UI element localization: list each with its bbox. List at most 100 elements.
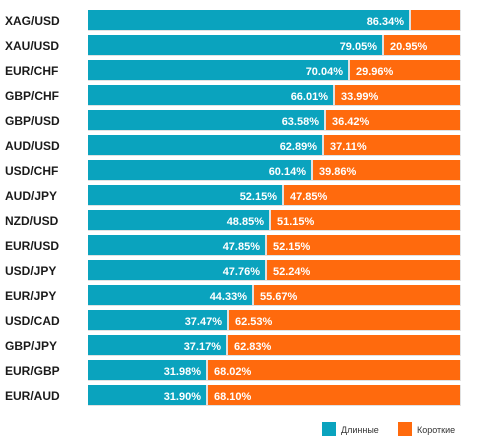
value-label-long: 79.05% bbox=[340, 41, 378, 53]
value-label-long: 44.33% bbox=[210, 291, 248, 303]
value-label-short: 51.15% bbox=[277, 216, 315, 228]
bar-long bbox=[88, 210, 269, 230]
bar-row: NZD/USD 48.85% 51.15% bbox=[5, 210, 461, 231]
value-label-short: 37.11% bbox=[330, 141, 367, 153]
pair-label: EUR/AUD bbox=[5, 389, 60, 403]
bar-long bbox=[88, 135, 322, 155]
bar-row: USD/JPY 47.76% 52.24% bbox=[5, 260, 461, 281]
value-label-short: 62.53% bbox=[235, 316, 273, 328]
bar-short bbox=[284, 185, 460, 205]
bar-long bbox=[88, 310, 227, 330]
bar-short bbox=[208, 360, 460, 380]
bar-short bbox=[384, 35, 460, 55]
bar-row: EUR/CHF 70.04% 29.96% bbox=[5, 60, 461, 81]
pair-label: EUR/CHF bbox=[5, 64, 58, 78]
value-label-long: 37.47% bbox=[185, 316, 223, 328]
bar-row: USD/CAD 37.47% 62.53% bbox=[5, 310, 461, 331]
pair-label: GBP/JPY bbox=[5, 339, 57, 353]
bar-short bbox=[228, 335, 460, 355]
bar-row: GBP/USD 63.58% 36.42% bbox=[5, 110, 461, 131]
bar-short bbox=[254, 285, 460, 305]
legend-swatch-long bbox=[322, 422, 336, 436]
pair-label: XAU/USD bbox=[5, 39, 59, 53]
value-label-long: 86.34% bbox=[367, 16, 405, 28]
value-label-long: 62.89% bbox=[280, 141, 318, 153]
value-label-long: 63.58% bbox=[282, 116, 320, 128]
value-label-short: 29.96% bbox=[356, 66, 394, 78]
value-label-long: 31.98% bbox=[164, 366, 202, 378]
value-label-short: 62.83% bbox=[234, 341, 272, 353]
value-label-long: 47.85% bbox=[223, 241, 261, 253]
bar-short bbox=[326, 110, 460, 130]
bar-row: XAU/USD 79.05% 20.95% bbox=[5, 35, 461, 56]
bar-short bbox=[271, 210, 460, 230]
pair-label: USD/JPY bbox=[5, 264, 56, 278]
value-label-short: 39.86% bbox=[319, 166, 357, 178]
legend-label-long: Длинные bbox=[341, 425, 379, 435]
value-label-long: 66.01% bbox=[291, 91, 329, 103]
bar-long bbox=[88, 335, 226, 355]
pair-label: XAG/USD bbox=[5, 14, 60, 28]
pair-label: EUR/GBP bbox=[5, 364, 60, 378]
bar-row: EUR/AUD 31.90% 68.10% bbox=[5, 385, 461, 406]
value-label-short: 52.15% bbox=[273, 241, 311, 253]
bar-short bbox=[313, 160, 460, 180]
pair-label: GBP/CHF bbox=[5, 89, 59, 103]
bar-long bbox=[88, 235, 265, 255]
value-label-short: 47.85% bbox=[290, 191, 328, 203]
value-label-short: 20.95% bbox=[390, 41, 428, 53]
pair-label: EUR/USD bbox=[5, 239, 59, 253]
bar-row: EUR/GBP 31.98% 68.02% bbox=[5, 360, 461, 381]
bar-long bbox=[88, 60, 348, 80]
pair-label: USD/CAD bbox=[5, 314, 60, 328]
bar-short bbox=[350, 60, 460, 80]
bar-short bbox=[324, 135, 460, 155]
chart-rows: XAG/USD 86.34% XAU/USD 79.05% 20.95% EUR/CHF 7… bbox=[5, 10, 461, 406]
bar-long bbox=[88, 85, 333, 105]
pair-label: GBP/USD bbox=[5, 114, 60, 128]
value-label-long: 52.15% bbox=[240, 191, 278, 203]
value-label-long: 70.04% bbox=[306, 66, 344, 78]
value-label-long: 37.17% bbox=[184, 341, 222, 353]
chart-legend: Длинные Короткие bbox=[322, 422, 455, 436]
bar-short bbox=[411, 10, 460, 30]
pair-label: AUD/JPY bbox=[5, 189, 57, 203]
value-label-short: 36.42% bbox=[332, 116, 370, 128]
pair-label: EUR/JPY bbox=[5, 289, 56, 303]
bar-row: EUR/USD 47.85% 52.15% bbox=[5, 235, 461, 256]
bar-long bbox=[88, 360, 206, 380]
bar-long bbox=[88, 10, 409, 30]
bar-row: AUD/USD 62.89% 37.11% bbox=[5, 135, 461, 156]
value-label-short: 52.24% bbox=[273, 266, 311, 278]
bar-short bbox=[229, 310, 460, 330]
bar-row: AUD/JPY 52.15% 47.85% bbox=[5, 185, 461, 206]
value-label-long: 48.85% bbox=[227, 216, 265, 228]
bar-long bbox=[88, 260, 265, 280]
legend-swatch-short bbox=[398, 422, 412, 436]
bar-short bbox=[335, 85, 460, 105]
pair-label: NZD/USD bbox=[5, 214, 59, 228]
value-label-long: 31.90% bbox=[164, 391, 202, 403]
value-label-long: 60.14% bbox=[269, 166, 307, 178]
bar-long bbox=[88, 160, 311, 180]
value-label-short: 33.99% bbox=[341, 91, 379, 103]
bar-short bbox=[208, 385, 460, 405]
bar-long bbox=[88, 385, 206, 405]
bar-short bbox=[267, 260, 460, 280]
pair-label: USD/CHF bbox=[5, 164, 58, 178]
value-label-short: 55.67% bbox=[260, 291, 298, 303]
bar-long bbox=[88, 285, 252, 305]
value-label-short: 68.02% bbox=[214, 366, 252, 378]
pair-label: AUD/USD bbox=[5, 139, 60, 153]
bar-long bbox=[88, 35, 382, 55]
bar-row: XAG/USD 86.34% bbox=[5, 10, 461, 31]
bar-row: GBP/JPY 37.17% 62.83% bbox=[5, 335, 461, 356]
legend-label-short: Короткие bbox=[417, 425, 455, 435]
value-label-short: 68.10% bbox=[214, 391, 252, 403]
bar-long bbox=[88, 185, 282, 205]
bar-row: EUR/JPY 44.33% 55.67% bbox=[5, 285, 461, 306]
bar-row: USD/CHF 60.14% 39.86% bbox=[5, 160, 461, 181]
bar-short bbox=[267, 235, 460, 255]
bar-long bbox=[88, 110, 324, 130]
